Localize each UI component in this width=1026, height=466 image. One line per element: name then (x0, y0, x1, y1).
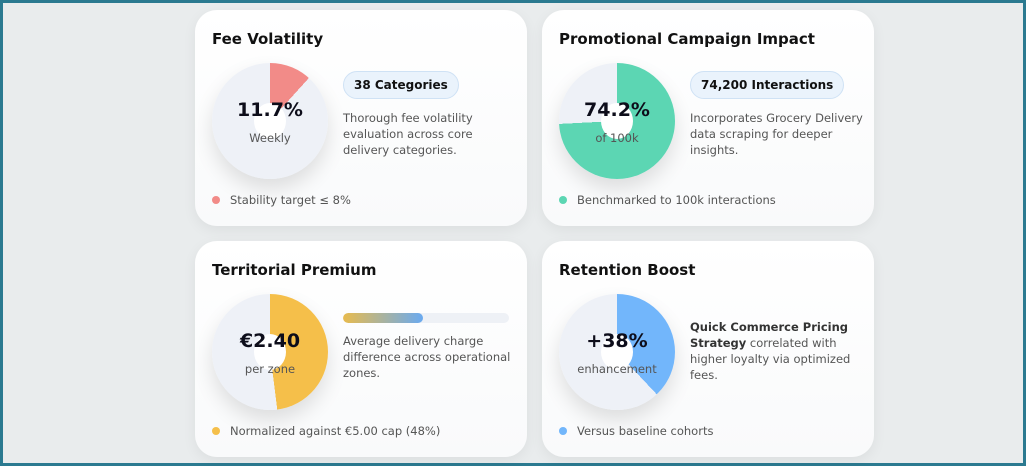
pie-value: €2.40 (239, 330, 301, 352)
dot-icon (212, 427, 220, 435)
progress-fill (343, 313, 423, 323)
card-description: Average delivery charge difference acros… (343, 334, 511, 380)
retention-boost-card: Retention Boost +38% enhancement Quick C… (542, 241, 874, 457)
dot-icon (559, 196, 567, 204)
footnote-text: Benchmarked to 100k interactions (577, 193, 776, 207)
pie-chart: 74.2% of 100k (559, 63, 675, 179)
pie-label: enhancement (577, 362, 657, 376)
card-footnote: Stability target ≤ 8% (212, 193, 351, 207)
progress-bar (343, 313, 509, 323)
territorial-premium-card: Territorial Premium €2.40 per zone Avera… (195, 241, 527, 457)
strategy-name: Quick Commerce Pricing Strategy (690, 320, 848, 350)
dot-icon (559, 427, 567, 435)
card-title: Fee Volatility (212, 30, 324, 48)
pie-value: 11.7% (237, 99, 303, 121)
card-title: Retention Boost (559, 261, 696, 279)
categories-badge: 38 Categories (343, 71, 459, 99)
card-footnote: Versus baseline cohorts (559, 424, 713, 438)
card-footnote: Normalized against €5.00 cap (48%) (212, 424, 440, 438)
card-description: Quick Commerce Pricing Strategy correlat… (690, 319, 865, 383)
pie-label: Weekly (249, 131, 291, 145)
footnote-text: Normalized against €5.00 cap (48%) (230, 424, 441, 438)
fee-volatility-card: Fee Volatility 11.7% Weekly 38 Categorie… (195, 10, 527, 226)
pie-label: per zone (244, 362, 296, 376)
pie-chart: 11.7% Weekly (212, 63, 328, 179)
card-title: Promotional Campaign Impact (559, 30, 815, 48)
card-title: Territorial Premium (212, 261, 377, 279)
interactions-badge: 74,200 Interactions (690, 71, 845, 99)
card-footnote: Benchmarked to 100k interactions (559, 193, 776, 207)
card-description: Thorough fee volatility evaluation acros… (343, 111, 473, 157)
card-description: Incorporates Grocery Delivery data scrap… (690, 111, 863, 157)
dot-icon (212, 196, 220, 204)
pie-value: +38% (586, 330, 648, 352)
description-text: correlated with higher loyalty via optim… (690, 336, 851, 382)
promotional-campaign-card: Promotional Campaign Impact 74.2% of 100… (542, 10, 874, 226)
pie-label: of 100k (595, 131, 639, 145)
footnote-text: Versus baseline cohorts (577, 424, 714, 438)
pie-chart: +38% enhancement (559, 294, 675, 410)
pie-chart: €2.40 per zone (212, 294, 328, 410)
pie-value: 74.2% (584, 99, 650, 121)
footnote-text: Stability target ≤ 8% (230, 193, 351, 207)
